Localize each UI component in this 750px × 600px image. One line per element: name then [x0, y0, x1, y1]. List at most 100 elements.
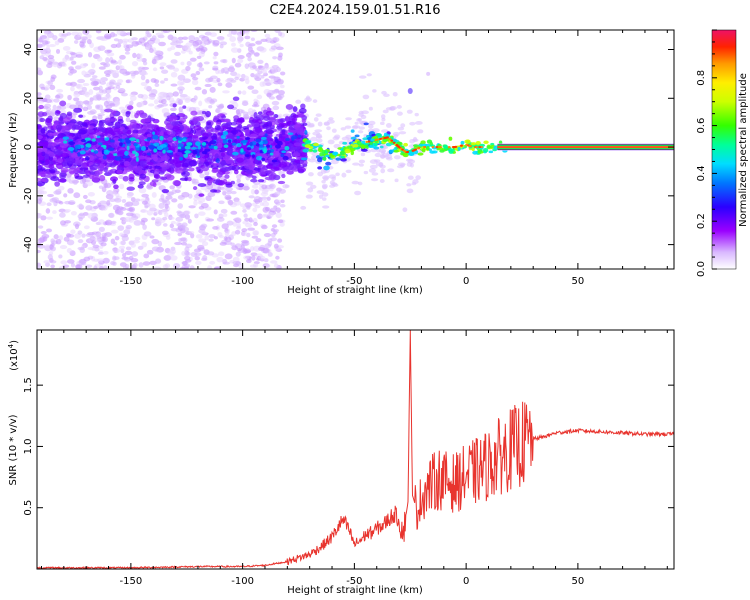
spectrogram-speckle: [49, 84, 56, 91]
spectrogram-speckle: [37, 195, 42, 200]
spectrogram-cell: [443, 144, 449, 149]
spectrogram-cell: [92, 129, 100, 133]
spectrogram-speckle: [378, 162, 384, 168]
spectrogram-speckle: [49, 244, 54, 250]
spectrogram-cell: [140, 145, 146, 151]
spectrogram-speckle: [344, 125, 352, 129]
spectrogram-speckle: [71, 31, 80, 36]
spectrogram-cell: [68, 167, 77, 174]
spectrogram-speckle: [240, 109, 245, 114]
spectrogram-speckle: [252, 207, 258, 213]
spectrogram-cell: [295, 139, 304, 143]
spectrogram-cell: [244, 154, 250, 158]
spectrogram-cell: [383, 136, 387, 140]
spectrogram-speckle: [117, 59, 123, 65]
spectrogram-cell: [93, 159, 102, 165]
spectrogram-speckle: [102, 250, 109, 255]
spectrogram-speckle: [243, 111, 249, 117]
spectrogram-speckle: [78, 259, 85, 266]
spectrogram-speckle: [277, 219, 284, 224]
spectrogram-y-tick-label: -20: [23, 188, 34, 204]
spectrogram-cell: [201, 150, 208, 155]
spectrogram-speckle: [396, 105, 402, 109]
spectrogram-speckle: [129, 93, 136, 97]
spectrogram-cell: [216, 171, 223, 178]
spectrogram-cell: [184, 145, 191, 150]
spectrogram-speckle: [131, 200, 140, 206]
spectrogram-cell: [59, 100, 67, 107]
spectrogram-speckle: [131, 37, 138, 41]
spectrogram-speckle: [278, 31, 283, 37]
spectrogram-cell: [188, 160, 198, 167]
spectrogram-cell: [285, 137, 290, 142]
spectrogram-cell: [77, 129, 87, 135]
spectrogram-cell: [266, 144, 270, 148]
spectrogram-speckle: [190, 251, 198, 258]
spectrogram-speckle: [159, 95, 164, 99]
spectrogram-speckle: [41, 233, 50, 239]
spectrogram-cell: [293, 124, 301, 128]
spectrogram-speckle: [196, 110, 203, 115]
spectrogram-speckle: [99, 81, 106, 85]
spectrogram-cell: [167, 130, 172, 135]
spectrogram-speckle: [125, 44, 134, 49]
spectrogram-cell: [200, 165, 210, 172]
spectrogram-cell: [130, 160, 139, 167]
spectrogram-speckle: [360, 114, 367, 120]
spectrogram-speckle: [374, 152, 382, 158]
spectrogram-speckle: [392, 91, 398, 97]
spectrogram-speckle: [182, 36, 189, 40]
spectrogram-speckle: [280, 71, 286, 76]
spectrogram-y-tick-label: -40: [23, 236, 34, 252]
spectrogram-cell: [255, 127, 262, 134]
spectrogram-cell: [203, 161, 210, 167]
spectrogram-speckle: [255, 40, 263, 45]
spectrogram-cell: [227, 142, 234, 147]
spectrogram-speckle: [104, 182, 112, 189]
spectrogram-speckle: [110, 229, 119, 234]
spectrogram-speckle: [37, 225, 44, 229]
figure-title: C2E4.2024.159.01.51.R16: [269, 3, 440, 18]
spectrogram-speckle: [258, 255, 266, 261]
spectrogram-speckle: [70, 262, 75, 268]
spectrogram-speckle: [230, 210, 238, 215]
spectrogram-speckle: [268, 211, 274, 218]
spectrogram-speckle: [407, 159, 416, 164]
spectrogram-speckle: [81, 177, 87, 184]
spectrogram-speckle: [116, 30, 124, 36]
spectrogram-speckle: [155, 217, 162, 223]
snr-x-tick-label: -50: [346, 576, 362, 587]
spectrogram-speckle: [87, 232, 95, 236]
spectrogram-cell: [73, 107, 83, 113]
spectrogram-speckle: [270, 260, 278, 264]
spectrogram-speckle: [237, 247, 242, 252]
spectrogram-speckle: [341, 136, 350, 141]
spectrogram-cell: [177, 137, 183, 141]
spectrogram-cell: [249, 141, 253, 147]
spectrogram-cell: [478, 145, 482, 149]
spectrogram-speckle: [251, 89, 259, 95]
spectrogram-speckle: [387, 168, 395, 173]
spectrogram-speckle: [66, 32, 72, 36]
spectrogram-cell: [56, 158, 63, 164]
spectrogram-speckle: [235, 109, 241, 115]
spectrogram-cell: [84, 170, 89, 175]
spectrogram-cell: [93, 162, 101, 167]
spectrogram-cell: [274, 161, 280, 166]
spectrogram-cell: [118, 138, 123, 142]
spectrogram-speckle: [200, 46, 208, 52]
spectrogram-cell: [265, 125, 271, 132]
spectrogram-speckle: [138, 187, 147, 194]
spectrogram-speckle: [50, 238, 55, 244]
spectrogram-cell: [223, 144, 229, 148]
spectrogram-speckle: [198, 67, 205, 72]
spectrogram-cell: [211, 162, 219, 167]
spectrogram-speckle: [332, 183, 339, 187]
spectrogram-cell: [152, 182, 157, 188]
spectrogram-cell: [488, 150, 494, 154]
spectrogram-cell: [109, 162, 117, 168]
spectrogram-speckle: [203, 61, 210, 65]
spectrogram-speckle: [64, 200, 71, 205]
spectrogram-speckle: [131, 61, 139, 67]
spectrogram-cell: [477, 149, 483, 153]
